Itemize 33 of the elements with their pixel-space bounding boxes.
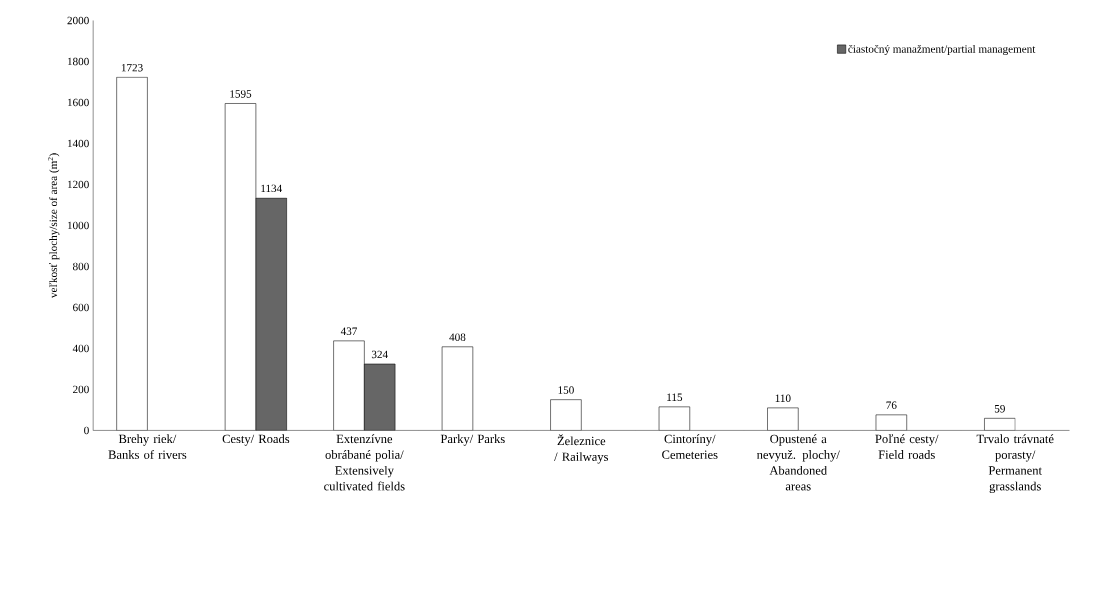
x-tick-label: Cesty/ Roads: [222, 434, 290, 446]
y-tick-label: 1200: [67, 180, 89, 189]
y-tick-label: 1800: [67, 57, 89, 66]
data-label: 110: [775, 394, 791, 402]
x-tick-label: Brehy riek/ Banks of rivers: [108, 434, 187, 459]
data-label: 76: [886, 401, 897, 409]
x-tick-label: Opustené a nevyuž. plochy/ Abandoned areas: [756, 434, 840, 491]
y-tick-label: 1600: [67, 98, 89, 107]
data-label: 324: [371, 350, 388, 359]
data-label: 115: [667, 393, 683, 401]
y-tick-label: 2000: [67, 16, 89, 25]
y-tick-label: 600: [73, 303, 89, 312]
x-tick-label: Poľné cesty/ Field roads: [875, 434, 939, 459]
y-tick-label: 400: [72, 344, 89, 353]
y-tick-label: 800: [72, 262, 89, 271]
x-tick-label: Trvalo trávnaté porasty/ Permanent grasslands: [976, 434, 1054, 493]
data-label: 1595: [230, 90, 252, 98]
y-tick-label: 1400: [67, 139, 89, 148]
x-tick-label: Extenzívne obrábané polia/ Extensively cultivated fields: [324, 434, 405, 491]
data-label: 408: [449, 333, 466, 341]
y-axis-title: veľkosť plochy/size of area (m$^{2}$): [48, 153, 60, 298]
y-tick-label: 0: [84, 426, 89, 435]
data-label: 437: [340, 327, 358, 335]
data-label: 59: [994, 404, 1005, 413]
data-label: 1723: [121, 63, 143, 72]
legend-label: čiastočný manažment/partial management: [848, 44, 1036, 55]
x-tick-label: Parky/ Parks: [440, 434, 505, 446]
y-tick-label: 200: [73, 385, 89, 394]
x-tick-label: Cintoríny/ Cemeteries: [662, 434, 718, 459]
x-tick-label: Železnice / Railways: [554, 434, 608, 464]
data-label: 150: [558, 386, 574, 394]
y-tick-label: 1000: [67, 221, 89, 230]
data-label: 1134: [261, 184, 283, 192]
